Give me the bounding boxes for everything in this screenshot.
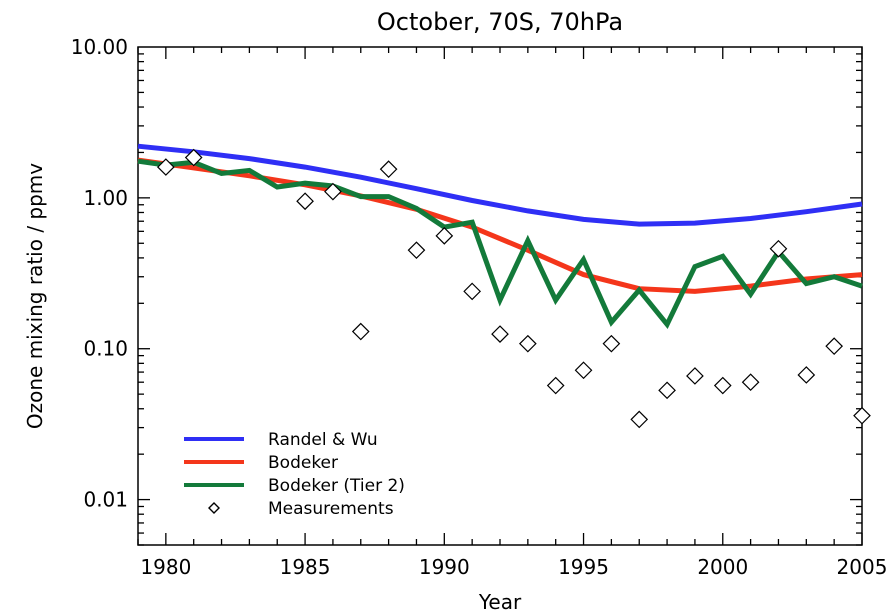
data-point-diamond — [686, 367, 704, 385]
legend: Randel & Wu Bodeker Bodeker (Tier 2) Measur… — [184, 430, 405, 519]
data-point-diamond — [324, 182, 342, 201]
series-line-1 — [137, 157, 863, 294]
data-point-diamond — [435, 227, 454, 245]
legend-swatch-marker — [208, 502, 220, 514]
y-tick-label: 0.01 — [83, 488, 128, 512]
data-point-diamond — [491, 325, 509, 343]
x-tick-label: 1990 — [419, 555, 470, 579]
series-line-2 — [137, 158, 863, 330]
legend-label-2: Bodeker (Tier 2) — [268, 476, 405, 496]
y-tick-label: 1.00 — [83, 186, 128, 210]
data-point-diamond — [156, 158, 175, 176]
data-point-diamond — [546, 376, 565, 395]
data-point-diamond — [574, 361, 593, 380]
x-tick-label: 2005 — [837, 555, 886, 579]
series-layer — [137, 143, 871, 429]
data-point-diamond — [769, 239, 788, 258]
data-point-diamond — [379, 160, 398, 178]
series-line-0 — [137, 143, 863, 227]
data-point-diamond — [658, 381, 676, 400]
legend-label-1: Bodeker — [268, 453, 338, 473]
data-point-diamond — [351, 322, 370, 341]
data-point-diamond — [602, 334, 621, 353]
x-axis-label: Year — [478, 590, 522, 613]
data-point-diamond — [184, 148, 203, 167]
data-point-diamond — [825, 337, 844, 356]
chart-title: October, 70S, 70hPa — [377, 8, 623, 36]
data-point-diamond — [463, 282, 482, 301]
x-tick-label: 2000 — [697, 555, 748, 579]
data-point-diamond — [518, 334, 537, 353]
data-point-diamond — [296, 192, 314, 211]
data-point-diamond — [797, 366, 816, 384]
y-tick-label: 0.10 — [83, 337, 128, 361]
data-point-diamond — [853, 406, 871, 425]
axis-ticks: 1980 1985 1990 1995 2000 2005 0.01 0.10 1.00 10.0… — [71, 35, 886, 579]
legend-label-0: Randel & Wu — [268, 430, 378, 450]
x-tick-label: 1980 — [140, 555, 191, 579]
data-point-diamond — [713, 376, 732, 395]
data-point-diamond — [407, 241, 426, 260]
legend-label-3: Measurements — [268, 499, 394, 519]
y-axis-label: Ozone mixing ratio / ppmv — [23, 163, 47, 429]
y-tick-label: 10.00 — [71, 35, 128, 59]
data-point-diamond — [741, 373, 760, 392]
data-point-diamond — [630, 410, 649, 429]
x-tick-label: 1995 — [558, 555, 609, 579]
x-tick-label: 1985 — [280, 555, 331, 579]
